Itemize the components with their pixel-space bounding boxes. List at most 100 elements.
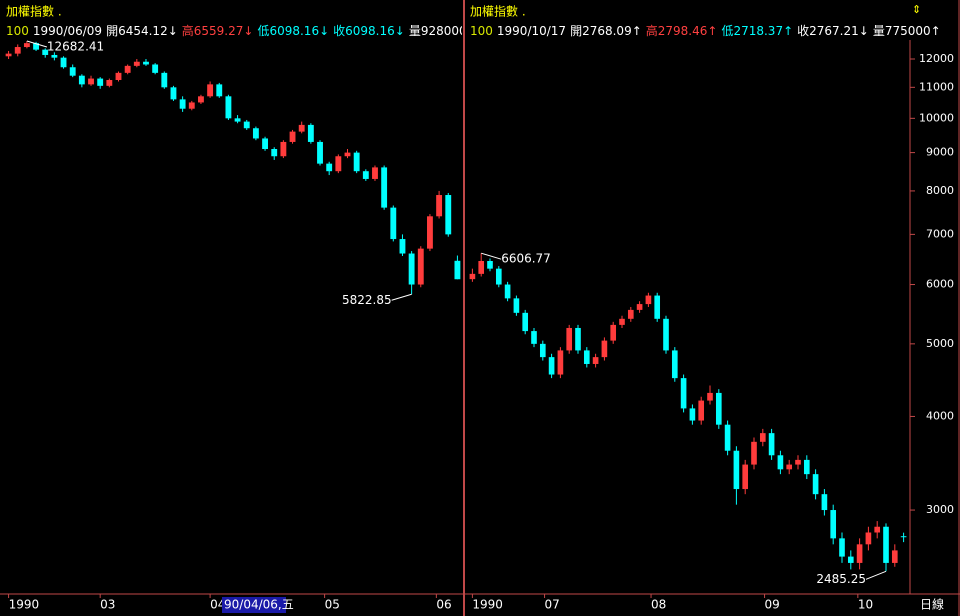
- candle-body: [298, 124, 305, 132]
- y-tick-label: 4000: [926, 409, 954, 422]
- annotation-label: 12682.41: [47, 40, 104, 54]
- candle-body: [51, 54, 58, 58]
- candle-body: [583, 350, 590, 364]
- candle-body: [14, 47, 21, 54]
- candle-body: [742, 464, 749, 490]
- candle-body: [335, 156, 342, 172]
- candle-body: [454, 260, 461, 280]
- candle-body: [671, 350, 678, 379]
- candle-body: [839, 538, 845, 557]
- info-item: 收2767.21↓: [797, 24, 869, 38]
- candle-body: [427, 216, 433, 249]
- candle-body: [900, 536, 907, 538]
- candle-body: [436, 195, 443, 217]
- candle-body: [243, 121, 250, 129]
- candle-body: [170, 87, 177, 100]
- panel-title: 加權指數 .: [470, 4, 526, 19]
- candle-body: [610, 324, 617, 341]
- info-item: 100: [470, 24, 493, 38]
- candle-body: [698, 400, 705, 421]
- candle-body: [207, 84, 214, 97]
- candle-body: [271, 149, 278, 157]
- candle-body: [522, 312, 529, 332]
- candle-body: [733, 450, 740, 490]
- y-tick-label: 5000: [926, 337, 954, 350]
- annotation-leader: [481, 252, 502, 260]
- info-item: 100: [6, 24, 29, 38]
- x-tick-label: 10: [858, 598, 873, 612]
- candle-body: [115, 72, 122, 81]
- candle-body: [592, 357, 599, 364]
- candle-body: [830, 510, 837, 539]
- candle-body: [417, 248, 424, 285]
- annotation-leader: [26, 40, 48, 48]
- candle-body: [777, 455, 784, 470]
- info-item: 低2718.37↑: [721, 24, 793, 38]
- candle-body: [390, 207, 397, 240]
- candle-body: [372, 167, 378, 179]
- cursor-box: [222, 597, 286, 613]
- candle-body: [97, 78, 104, 86]
- info-row: 100 1990/10/17 開2768.09↑ 高2798.46↑ 低2718.37↑…: [470, 23, 941, 38]
- candle-body: [362, 171, 369, 179]
- x-tick-label: 05: [325, 598, 340, 612]
- candle-body: [161, 72, 168, 88]
- candle-body: [680, 378, 687, 409]
- candle-body: [408, 253, 415, 285]
- candle-body: [124, 65, 131, 73]
- y-tick-label: 12000: [919, 52, 954, 65]
- candle-body: [504, 284, 511, 299]
- candle-body: [280, 141, 287, 157]
- candle-body: [289, 131, 296, 142]
- candle-body: [557, 350, 564, 375]
- candle-body: [344, 152, 351, 157]
- candle-body: [856, 544, 863, 563]
- candle-body: [353, 152, 360, 172]
- candle-body: [636, 304, 643, 310]
- info-item: 高6559.27↓: [182, 23, 254, 38]
- candle-body: [445, 195, 452, 235]
- candle-body: [768, 433, 775, 456]
- candle-body: [225, 96, 232, 119]
- y-tick-label: 11000: [919, 80, 954, 93]
- candle-body: [234, 118, 241, 122]
- scale-icon[interactable]: ⇕: [912, 3, 921, 16]
- candle-body: [179, 99, 186, 109]
- candle-body: [326, 163, 333, 172]
- candle-body: [883, 526, 889, 563]
- candle-body: [33, 43, 39, 50]
- candle-body: [69, 67, 76, 76]
- x-tick-label: 04: [210, 598, 225, 612]
- y-tick-label: 8000: [926, 184, 954, 197]
- candle-body: [469, 273, 476, 280]
- x-tick-label: 08: [651, 598, 666, 612]
- candle-body: [548, 357, 555, 375]
- candle-body: [88, 78, 94, 85]
- panel-title: 加權指數 .: [6, 4, 62, 19]
- x-tick-label: 1990: [472, 598, 503, 612]
- info-item: 1990/10/17: [497, 24, 566, 38]
- candle-body: [847, 556, 854, 563]
- candle-body: [812, 474, 819, 495]
- info-item: 1990/06/09: [33, 24, 102, 38]
- x-tick-label: 1990: [9, 598, 40, 612]
- info-item: 低6098.16↓: [257, 24, 329, 38]
- y-tick-label: 10000: [919, 111, 954, 124]
- candle-body: [399, 239, 406, 254]
- candle-body: [216, 84, 223, 97]
- candle-body: [152, 64, 159, 73]
- x-tick-label: 03: [100, 598, 115, 612]
- candle-body: [143, 61, 149, 65]
- candle-body: [531, 331, 537, 344]
- panel: 加權指數 . 100 1990/10/17 開2768.09↑ 高2798.46↑ 低27…: [469, 4, 941, 612]
- annotation-label: 5822.85: [342, 293, 392, 307]
- x-tick-label: 09: [765, 598, 780, 612]
- annotation-label: 6606.77: [501, 252, 551, 266]
- candle-body: [751, 441, 757, 465]
- candle-body: [619, 318, 625, 325]
- info-item: 量928000↓: [409, 24, 477, 38]
- candle-body: [891, 550, 898, 563]
- annotation-leader: [865, 570, 887, 580]
- candle-body: [654, 295, 661, 319]
